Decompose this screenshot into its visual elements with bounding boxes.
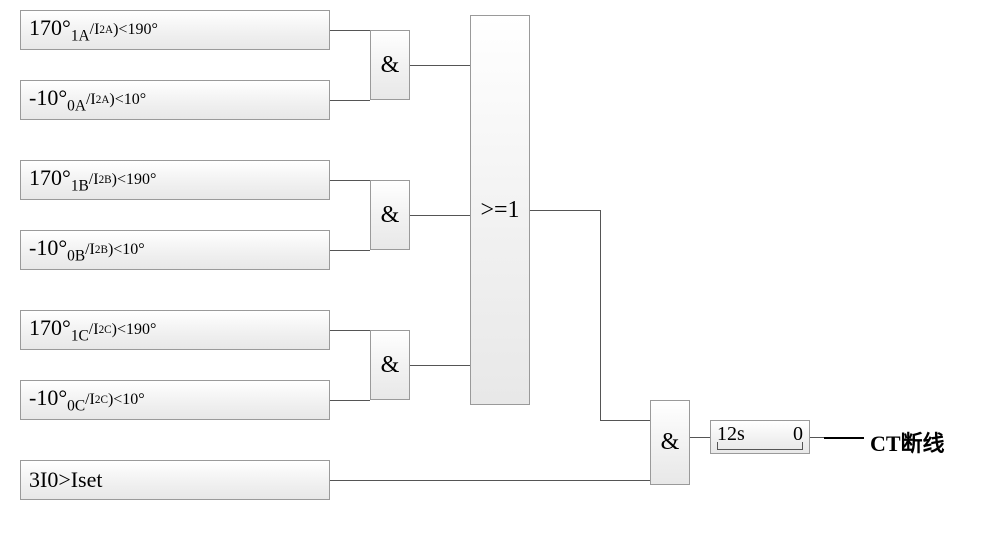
wire <box>330 180 370 181</box>
condition-text: -10°0C <box>29 385 85 415</box>
gate-label: & <box>661 429 680 456</box>
wire <box>330 330 370 331</box>
timer-block: 12s0 <box>710 420 810 454</box>
condition-text: -10°0B <box>29 235 85 265</box>
wire <box>410 365 470 366</box>
condition-text: 3I0>Iset <box>29 467 103 493</box>
wire <box>600 210 601 420</box>
condition-text: -10°0A <box>29 85 86 115</box>
condition-c2b: -10°0B/I2B)<10° <box>20 230 330 270</box>
wire <box>410 65 470 66</box>
output-label: CT断线 <box>870 426 945 458</box>
wire <box>690 437 710 438</box>
wire <box>810 437 824 438</box>
gate-and3: & <box>370 330 410 400</box>
condition-text: 170°1B <box>29 165 89 195</box>
wire <box>600 420 650 421</box>
wire <box>330 480 650 481</box>
condition-c3b: -10°0C/I2C)<10° <box>20 380 330 420</box>
wire <box>330 400 370 401</box>
output-line <box>824 437 864 439</box>
wire <box>330 30 370 31</box>
condition-c3a: 170°1C/I2C)<190° <box>20 310 330 350</box>
condition-c4: 3I0>Iset <box>20 460 330 500</box>
wire <box>530 210 600 211</box>
wire <box>410 215 470 216</box>
condition-text: 170°1C <box>29 315 89 345</box>
gate-or1: >=1 <box>470 15 530 405</box>
gate-label: & <box>381 202 400 229</box>
condition-c1b: -10°0A/I2A)<10° <box>20 80 330 120</box>
gate-label: >=1 <box>480 197 519 224</box>
condition-c1a: 170°1A/I2A)<190° <box>20 10 330 50</box>
gate-label: & <box>381 352 400 379</box>
gate-and2: & <box>370 180 410 250</box>
condition-text: 170°1A <box>29 15 90 45</box>
wire <box>330 250 370 251</box>
wire <box>330 100 370 101</box>
gate-label: & <box>381 52 400 79</box>
gate-and4: & <box>650 400 690 485</box>
condition-c2a: 170°1B/I2B)<190° <box>20 160 330 200</box>
gate-and1: & <box>370 30 410 100</box>
